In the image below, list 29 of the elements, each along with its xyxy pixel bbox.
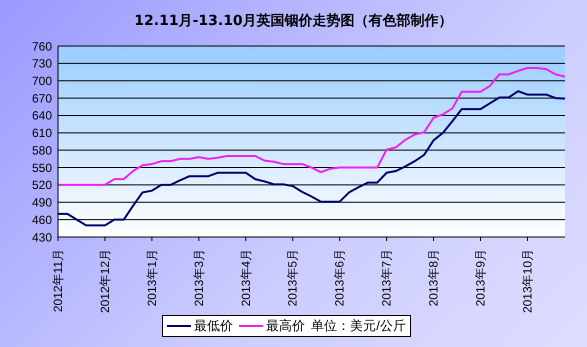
legend-label: 最高价 [266,317,306,335]
line-series [58,66,565,186]
x-tick-label: 2013年7月 [380,249,394,306]
y-tick-label: 670 [32,91,52,106]
y-tick-label: 460 [32,212,52,227]
line-series [58,90,565,226]
y-tick-label: 520 [32,178,52,192]
y-tick-label: 610 [32,126,52,140]
x-tick-label: 2012年12月 [98,249,112,314]
legend-label: 最低价 [194,317,234,335]
y-tick-label: 700 [32,74,52,88]
text: 单位：美元/公斤 [311,317,406,335]
y-tick-label: 760 [32,39,52,54]
y-tick-label: 430 [32,230,52,244]
x-tick-label: 2013年6月 [332,249,347,306]
chart-title: 12.11月-13.10月英国铟价走势图（有色部制作） [133,12,454,30]
x-tick-label: 2013年4月 [238,249,253,306]
x-tick-label: 2013年3月 [192,249,206,306]
x-tick-label: 2013年8月 [426,249,441,306]
y-tick-label: 640 [32,108,52,123]
y-tick-label: 580 [32,143,52,158]
y-tick-label: 730 [32,56,52,71]
y-tick-label: 490 [32,196,52,210]
x-tick-label: 2013年9月 [474,249,488,306]
x-tick-label: 2012年11月 [51,249,65,312]
x-tick-label: 2013年1月 [144,249,159,306]
x-tick-label: 2013年10月 [520,249,534,314]
x-tick-label: 2013年5月 [286,249,300,306]
y-tick-label: 550 [32,160,52,175]
